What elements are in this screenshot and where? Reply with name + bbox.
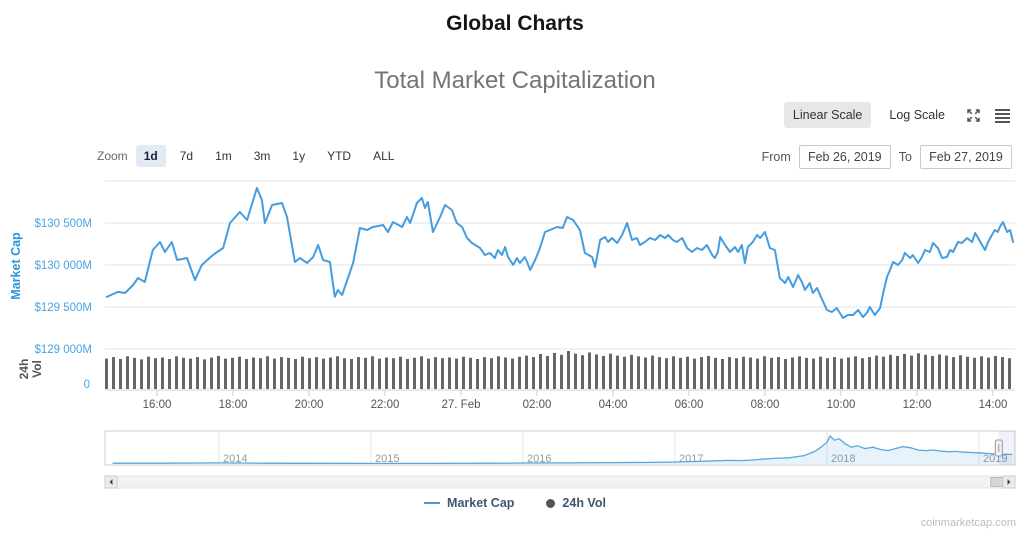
- main-gridlines: [105, 180, 1015, 350]
- page-title: Global Charts: [446, 12, 584, 35]
- chart-menu-icon[interactable]: [992, 105, 1012, 125]
- navigator-selected-mask: [998, 431, 1015, 465]
- svg-text:06:00: 06:00: [675, 399, 704, 411]
- date-range-group: From To: [762, 145, 1012, 169]
- svg-text:$129 500M: $129 500M: [34, 302, 92, 314]
- svg-text:$130 000M: $130 000M: [34, 260, 92, 272]
- legend-item-market-cap[interactable]: Market Cap: [424, 496, 514, 510]
- svg-text:04:00: 04:00: [599, 399, 628, 411]
- navigator-handle[interactable]: [994, 439, 1003, 457]
- legend-label-24h-vol: 24h Vol: [562, 496, 606, 510]
- volume-zero-label: 0: [84, 379, 90, 391]
- y-axis-labels: $129 000M $129 500M $130 000M $130 500M: [34, 218, 92, 356]
- zoom-button-7d[interactable]: 7d: [179, 149, 194, 163]
- zoom-button-ytd[interactable]: YTD: [327, 149, 352, 163]
- market-cap-line-swatch: [424, 502, 441, 504]
- chart-title: Total Market Capitalization: [374, 67, 656, 94]
- scrollbar-track[interactable]: [104, 475, 1016, 489]
- svg-text:$130 500M: $130 500M: [34, 218, 92, 230]
- volume-circle-swatch: [546, 498, 556, 508]
- zoom-button-1m[interactable]: 1m: [215, 149, 232, 163]
- market-cap-line-series: [105, 187, 1015, 319]
- svg-text:10:00: 10:00: [827, 399, 856, 411]
- fullscreen-icon[interactable]: [963, 105, 983, 125]
- svg-text:08:00: 08:00: [751, 399, 780, 411]
- svg-text:12:00: 12:00: [903, 399, 932, 411]
- zoom-button-all[interactable]: ALL: [373, 149, 395, 163]
- zoom-button-1d[interactable]: 1d: [135, 145, 166, 167]
- scrollbar-right-arrow[interactable]: [1002, 475, 1016, 489]
- scrollbar-left-arrow[interactable]: [104, 475, 118, 489]
- svg-text:2016: 2016: [527, 453, 551, 465]
- svg-text:22:00: 22:00: [371, 399, 400, 411]
- svg-text:$129 000M: $129 000M: [34, 344, 92, 356]
- svg-text:2018: 2018: [831, 453, 855, 465]
- x-axis: 16:00 18:00 20:00 22:00 27. Feb 02:00 04:00 06:…: [105, 389, 1015, 411]
- zoom-button-1y[interactable]: 1y: [292, 149, 306, 163]
- volume-bars: [105, 351, 1011, 389]
- from-date-input[interactable]: [798, 145, 891, 169]
- zoom-button-3m[interactable]: 3m: [253, 149, 271, 163]
- scale-toggle: Linear Scale Log Scale: [783, 102, 1012, 128]
- navigator-line: [112, 434, 1013, 465]
- volume-axis-title: 24h: [17, 359, 31, 380]
- svg-text:14:00: 14:00: [979, 399, 1008, 411]
- range-controls-row: Zoom 1d 7d 1m 3m 1y YTD ALL From To: [0, 145, 1030, 169]
- legend-label-market-cap: Market Cap: [447, 496, 515, 510]
- legend-item-24h-vol[interactable]: 24h Vol: [546, 496, 606, 510]
- svg-text:20:00: 20:00: [295, 399, 324, 411]
- watermark: coinmarketcap.com: [920, 517, 1016, 529]
- from-label: From: [761, 150, 791, 164]
- zoom-group: Zoom 1d 7d 1m 3m 1y YTD ALL: [97, 145, 402, 167]
- chart-legend: Market Cap 24h Vol: [0, 496, 1030, 510]
- to-label: To: [898, 150, 912, 164]
- volume-axis-title-line2: Vol: [30, 360, 44, 378]
- zoom-label: Zoom: [97, 149, 128, 163]
- svg-text:2015: 2015: [375, 453, 399, 465]
- svg-text:18:00: 18:00: [219, 399, 248, 411]
- scrollbar[interactable]: [104, 475, 1016, 489]
- navigator[interactable]: 201420152016201720182019: [104, 430, 1016, 466]
- linear-scale-button[interactable]: Linear Scale: [783, 102, 872, 128]
- svg-text:2014: 2014: [223, 453, 247, 465]
- svg-text:02:00: 02:00: [523, 399, 552, 411]
- svg-text:16:00: 16:00: [143, 399, 172, 411]
- log-scale-button[interactable]: Log Scale: [889, 108, 945, 122]
- svg-text:27. Feb: 27. Feb: [442, 399, 481, 411]
- navigator-area-series: [112, 436, 1013, 464]
- y-axis-title: Market Cap: [9, 232, 23, 300]
- to-date-input[interactable]: [920, 145, 1012, 169]
